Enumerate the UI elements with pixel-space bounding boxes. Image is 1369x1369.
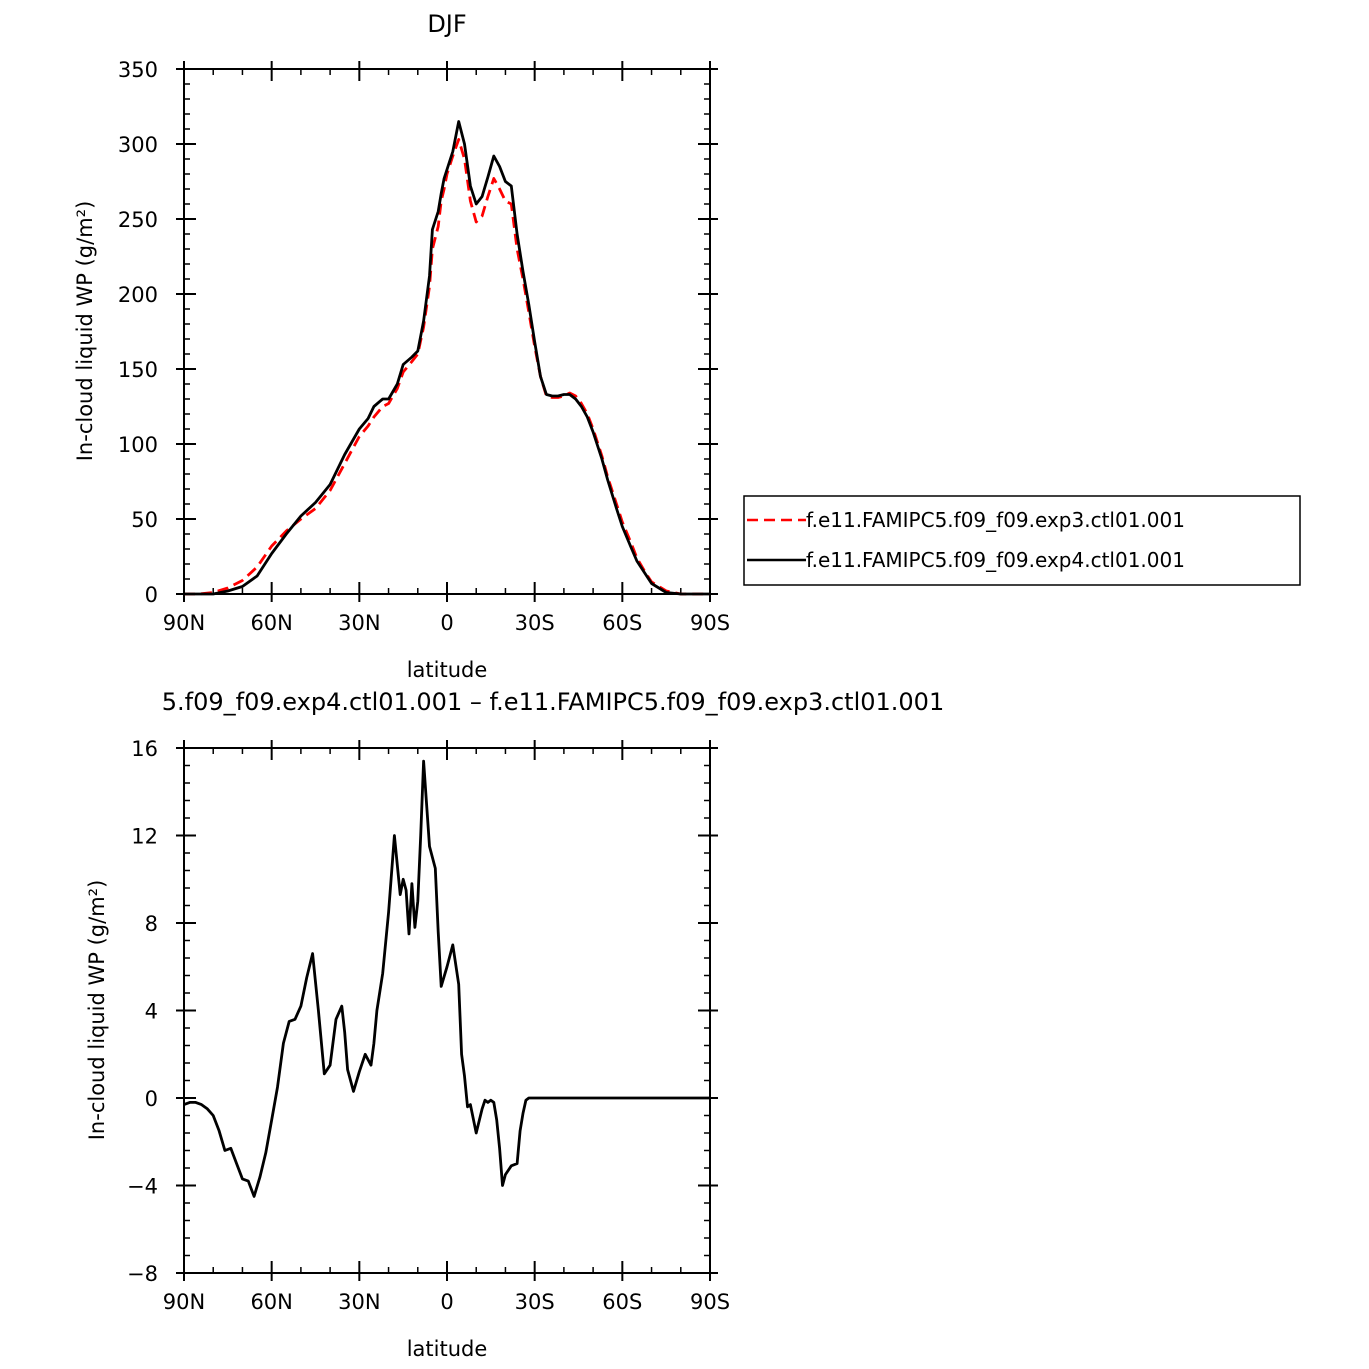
bottom-chart-ticks — [176, 740, 718, 1281]
legend-label-exp4: f.e11.FAMIPC5.f09_f09.exp4.ctl01.001 — [806, 548, 1185, 572]
y-tick-label: 200 — [118, 283, 158, 307]
top-chart-x-tick-labels: 90N 60N 30N 0 30S 60S 90S — [163, 611, 730, 635]
top-chart-frame — [183, 68, 711, 595]
top-chart-title: DJF — [427, 10, 466, 38]
y-tick-label: 100 — [118, 433, 158, 457]
legend-label-exp3: f.e11.FAMIPC5.f09_f09.exp3.ctl01.001 — [806, 508, 1185, 532]
x-tick-label: 60S — [602, 611, 642, 635]
bottom-chart-y-axis-title: In-cloud liquid WP (g/m²) — [85, 880, 109, 1141]
x-tick-label: 30N — [338, 611, 380, 635]
top-chart-x-axis-title: latitude — [407, 658, 488, 682]
x-tick-label: 60N — [250, 1290, 292, 1314]
y-tick-label: −8 — [127, 1262, 158, 1286]
x-tick-label: 90N — [163, 1290, 205, 1314]
bottom-chart-series — [183, 759, 710, 1198]
y-tick-label: 0 — [145, 1087, 158, 1111]
x-tick-label: 90N — [163, 611, 205, 635]
x-tick-label: 0 — [440, 1290, 453, 1314]
y-tick-label: 12 — [131, 825, 158, 849]
x-tick-label: 0 — [440, 611, 453, 635]
y-tick-label: 4 — [145, 1000, 158, 1024]
top-chart-panel: DJF 90N 60N 30N 0 30S 60S 90S 0 50 100 150 200 250 3… — [73, 10, 730, 682]
top-series-line-1 — [184, 120, 710, 596]
bottom-chart-x-tick-labels: 90N 60N 30N 0 30S 60S 90S — [163, 1290, 730, 1314]
legend-box — [743, 495, 1301, 586]
y-tick-label: 350 — [118, 58, 158, 82]
top-chart-y-tick-labels: 0 50 100 150 200 250 300 350 — [118, 58, 158, 607]
legend: f.e11.FAMIPC5.f09_f09.exp3.ctl01.001 f.e… — [743, 495, 1301, 586]
x-tick-label: 30N — [338, 1290, 380, 1314]
y-tick-label: 150 — [118, 358, 158, 382]
bottom-chart-frame — [183, 747, 711, 1274]
y-tick-label: 0 — [145, 583, 158, 607]
x-tick-label: 90S — [690, 1290, 730, 1314]
bottom-series-line-0 — [183, 759, 710, 1198]
y-tick-label: 50 — [131, 508, 158, 532]
top-chart-ticks — [176, 61, 718, 602]
x-tick-label: 30S — [515, 1290, 555, 1314]
x-tick-label: 90S — [690, 611, 730, 635]
x-tick-label: 30S — [515, 611, 555, 635]
y-tick-label: 300 — [118, 133, 158, 157]
x-tick-label: 60N — [250, 611, 292, 635]
top-chart-series — [184, 120, 710, 596]
y-tick-label: 8 — [145, 912, 158, 936]
bottom-chart-x-axis-title: latitude — [407, 1337, 488, 1361]
top-series-line-0 — [184, 138, 710, 596]
bottom-chart-panel: 5.f09_f09.exp4.ctl01.001 – f.e11.FAMIPC5… — [85, 688, 944, 1361]
x-tick-label: 60S — [602, 1290, 642, 1314]
bottom-chart-y-tick-labels: −8 −4 0 4 8 12 16 — [127, 737, 158, 1286]
y-tick-label: 16 — [131, 737, 158, 761]
y-tick-label: 250 — [118, 208, 158, 232]
y-tick-label: −4 — [127, 1175, 158, 1199]
top-chart-y-axis-title: In-cloud liquid WP (g/m²) — [73, 201, 97, 462]
bottom-chart-title: 5.f09_f09.exp4.ctl01.001 – f.e11.FAMIPC5… — [162, 688, 944, 716]
